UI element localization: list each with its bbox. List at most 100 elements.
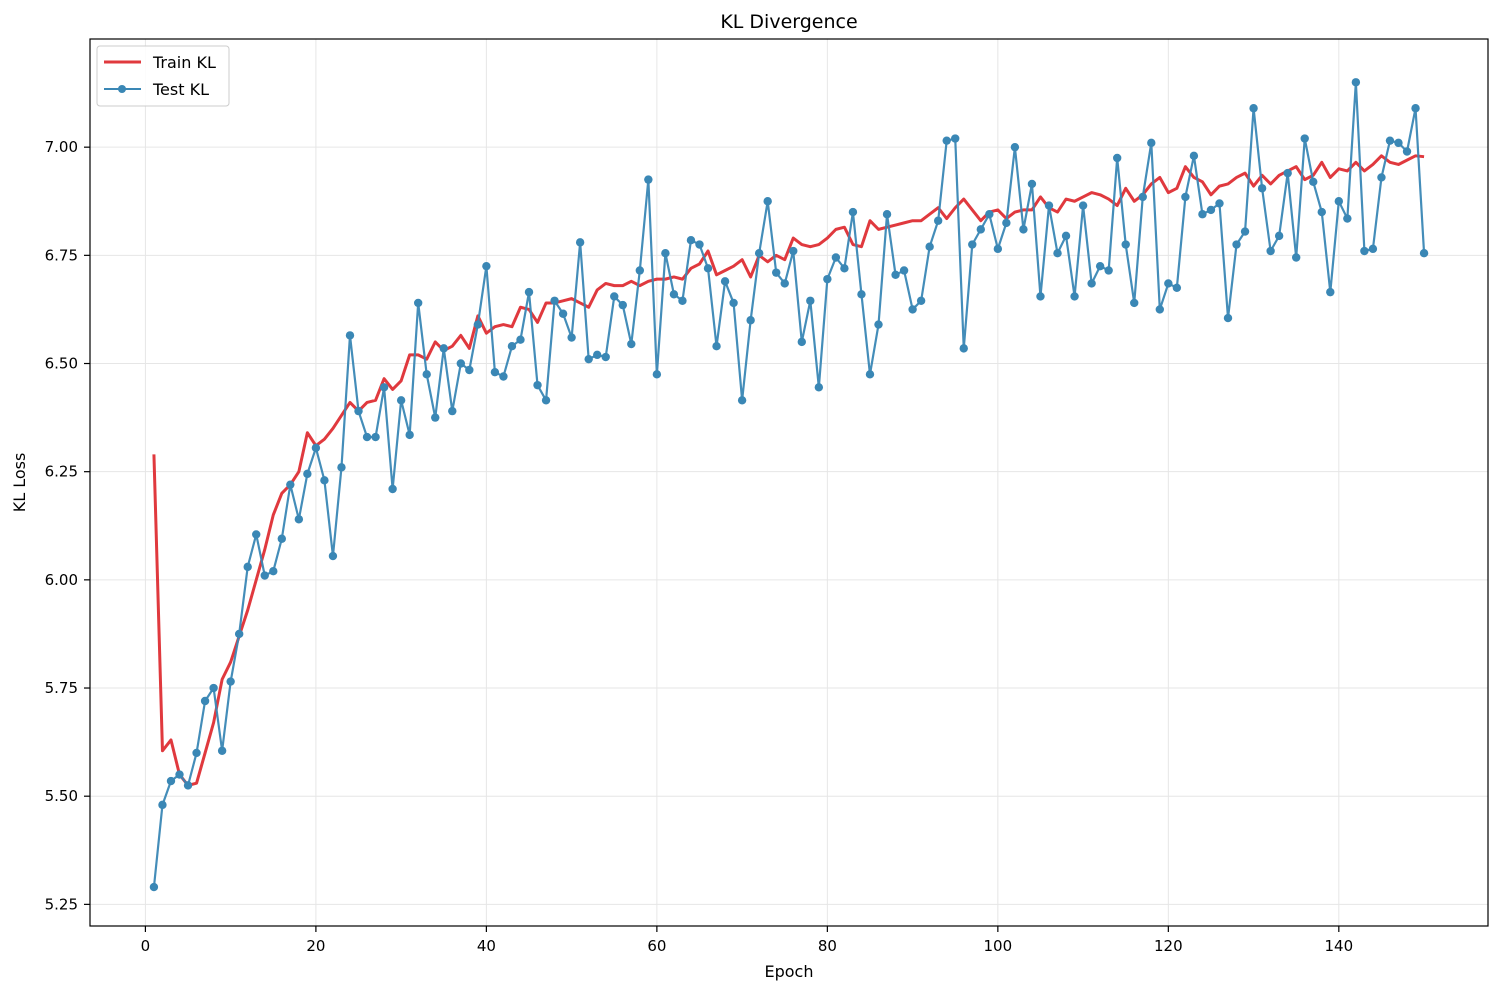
data-point-test-kl [1249, 104, 1258, 113]
data-point-test-kl [1377, 173, 1386, 182]
data-point-test-kl [1394, 138, 1403, 148]
data-point-test-kl [772, 268, 781, 277]
data-point-test-kl [260, 571, 269, 580]
chart-title: KL Divergence [720, 11, 857, 33]
data-point-test-kl [780, 279, 789, 288]
data-point-test-kl [720, 277, 730, 286]
data-point-test-kl [1385, 136, 1395, 145]
data-point-test-kl [840, 264, 849, 273]
data-point-test-kl [712, 342, 721, 351]
data-point-test-kl [558, 309, 568, 318]
data-point-test-kl [1053, 248, 1062, 258]
data-point-test-kl [1010, 142, 1020, 152]
data-point-test-kl [541, 396, 551, 405]
data-point-test-kl [985, 210, 994, 219]
x-tick-label: 120 [1154, 937, 1183, 955]
data-point-test-kl [422, 370, 431, 379]
data-point-test-kl [1078, 201, 1088, 210]
series-line-train-kl [152, 154, 1425, 787]
data-point-test-kl [1206, 205, 1216, 215]
data-point-test-kl [1292, 253, 1301, 262]
y-tick-label: 6.00 [45, 571, 78, 589]
data-point-test-kl [1411, 104, 1420, 113]
data-point-test-kl [627, 339, 636, 349]
data-point-test-kl [1019, 225, 1028, 234]
data-point-test-kl [1095, 261, 1105, 271]
data-point-test-kl [1147, 138, 1156, 148]
y-tick-label: 6.50 [45, 355, 78, 373]
data-point-test-kl [1027, 179, 1037, 189]
data-point-test-kl [669, 290, 679, 299]
data-point-test-kl [797, 337, 806, 347]
data-point-test-kl [243, 562, 252, 572]
data-point-test-kl [575, 238, 585, 247]
data-point-test-kl [644, 175, 653, 184]
data-point-test-kl [320, 476, 329, 485]
data-point-test-kl [1198, 210, 1207, 219]
data-point-test-kl [294, 515, 304, 524]
data-point-test-kl [269, 567, 278, 576]
data-point-test-kl [465, 365, 474, 375]
data-point-test-kl [1334, 197, 1344, 206]
data-point-test-kl [1215, 199, 1224, 208]
data-point-test-kl [610, 292, 619, 301]
data-point-test-kl [1189, 151, 1199, 161]
data-point-test-kl [1343, 214, 1352, 223]
data-point-test-kl [1104, 266, 1113, 275]
data-point-test-kl [226, 677, 235, 686]
data-point-test-kl [482, 261, 491, 271]
data-point-test-kl [1257, 184, 1267, 193]
data-point-test-kl [183, 781, 193, 790]
data-point-test-kl [448, 406, 457, 416]
data-point-test-kl [1300, 134, 1309, 143]
data-point-test-kl [593, 350, 602, 360]
data-point-test-kl [158, 800, 167, 810]
grid [90, 39, 1488, 926]
data-point-test-kl [1087, 279, 1096, 288]
x-tick-label: 20 [306, 937, 325, 955]
data-point-test-kl [823, 274, 832, 284]
data-point-test-kl [1402, 147, 1412, 156]
data-point-test-kl [337, 463, 346, 472]
data-point-test-kl [192, 748, 201, 758]
data-point-test-kl [857, 290, 866, 299]
data-point-test-kl [277, 534, 286, 543]
data-point-test-kl [1283, 168, 1292, 178]
data-point-test-kl [431, 413, 440, 422]
legend-label-test-kl: Test KL [152, 80, 209, 99]
x-tick-label: 100 [984, 937, 1013, 955]
data-point-test-kl [1070, 292, 1079, 301]
data-point-test-kl [686, 235, 696, 245]
data-point-test-kl [379, 383, 389, 392]
data-point-test-kl [311, 443, 321, 453]
x-tick-label: 40 [477, 937, 496, 955]
data-point-test-kl [618, 300, 627, 310]
data-point-test-kl [200, 696, 210, 706]
data-point-test-kl [516, 335, 525, 344]
data-point-test-kl [1181, 192, 1190, 202]
data-point-test-kl [550, 296, 559, 305]
data-point-test-kl [703, 264, 713, 273]
data-point-test-kl [1317, 207, 1326, 217]
data-point-test-kl [1309, 177, 1318, 186]
data-point-test-kl [806, 296, 815, 305]
data-point-test-kl [754, 248, 764, 258]
data-point-test-kl [601, 352, 610, 362]
data-point-test-kl [345, 331, 355, 340]
data-point-test-kl [175, 770, 184, 779]
data-point-test-kl [814, 383, 824, 392]
data-point-test-kl [976, 225, 985, 234]
data-point-test-kl [499, 372, 508, 381]
y-tick-label: 7.00 [45, 138, 78, 156]
data-point-test-kl [908, 305, 917, 314]
data-point-test-kl [789, 246, 798, 256]
data-point-test-kl [1351, 78, 1361, 87]
data-point-test-kl [1112, 153, 1122, 163]
data-point-test-kl [882, 210, 892, 219]
data-point-test-kl [1360, 246, 1369, 256]
data-point-test-kl [166, 776, 176, 786]
x-tick-label: 0 [141, 937, 151, 955]
data-point-test-kl [507, 342, 517, 351]
data-point-test-kl [652, 370, 662, 379]
y-axis-label: KL Loss [10, 453, 29, 513]
